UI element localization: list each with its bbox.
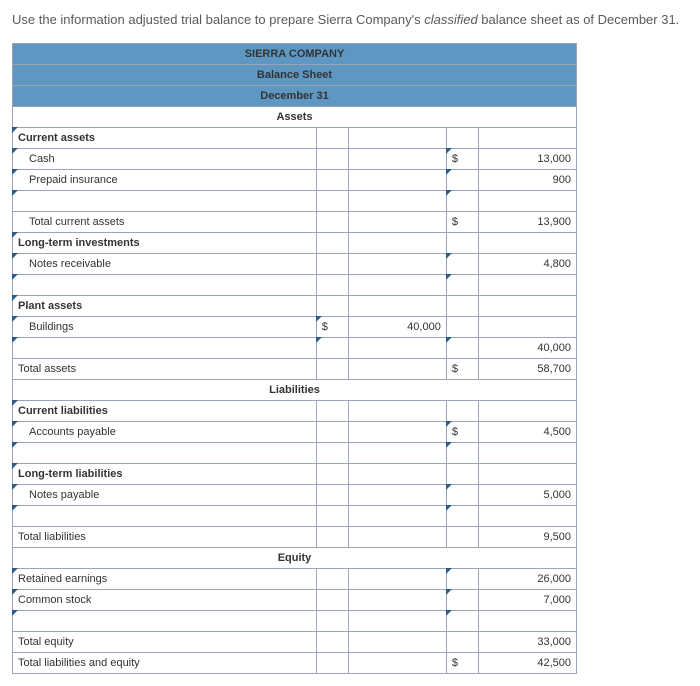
value-buildings-sub[interactable]: 40,000	[478, 338, 576, 359]
label-long-term-liabilities[interactable]: Long-term liabilities	[13, 464, 317, 485]
value-total-current-assets: 13,900	[478, 212, 576, 233]
header-date: December 31	[13, 86, 577, 107]
value-total-liab-equity: 42,500	[478, 653, 576, 674]
label-prepaid-insurance[interactable]: Prepaid insurance	[13, 170, 317, 191]
label-total-equity: Total equity	[13, 632, 317, 653]
label-notes-receivable[interactable]: Notes receivable	[13, 254, 317, 275]
value-cash[interactable]: 13,000	[478, 149, 576, 170]
header-title: Balance Sheet	[13, 65, 577, 86]
label-cash[interactable]: Cash	[13, 149, 317, 170]
label-retained-earnings[interactable]: Retained earnings	[13, 569, 317, 590]
label-plant-assets[interactable]: Plant assets	[13, 296, 317, 317]
value-accounts-payable[interactable]: 4,500	[478, 422, 576, 443]
row-blank-2[interactable]	[13, 275, 317, 296]
label-buildings[interactable]: Buildings	[13, 317, 317, 338]
section-equity: Equity	[13, 548, 577, 569]
value-total-assets: 58,700	[478, 359, 576, 380]
row-blank-6[interactable]	[13, 611, 317, 632]
sym-total-liab-equity: $	[446, 653, 478, 674]
label-total-assets: Total assets	[13, 359, 317, 380]
instruction-prefix: Use the information adjusted trial balan…	[12, 12, 424, 27]
section-liabilities: Liabilities	[13, 380, 577, 401]
sym-accounts-payable[interactable]: $	[446, 422, 478, 443]
sym-cash[interactable]: $	[446, 149, 478, 170]
label-long-term-investments[interactable]: Long-term investments	[13, 233, 317, 254]
value-notes-receivable[interactable]: 4,800	[478, 254, 576, 275]
instruction-text: Use the information adjusted trial balan…	[12, 12, 688, 27]
header-company: SIERRA COMPANY	[13, 44, 577, 65]
value-total-liabilities: 9,500	[478, 527, 576, 548]
row-blank-3[interactable]	[13, 338, 317, 359]
sym-prepaid[interactable]	[446, 170, 478, 191]
label-total-liab-equity: Total liabilities and equity	[13, 653, 317, 674]
label-current-assets[interactable]: Current assets	[13, 128, 317, 149]
sym-buildings[interactable]: $	[316, 317, 348, 338]
value-prepaid-insurance[interactable]: 900	[478, 170, 576, 191]
label-total-current-assets: Total current assets	[13, 212, 317, 233]
label-common-stock[interactable]: Common stock	[13, 590, 317, 611]
row-blank-4[interactable]	[13, 443, 317, 464]
label-total-liabilities: Total liabilities	[13, 527, 317, 548]
section-assets: Assets	[13, 107, 577, 128]
value-buildings-col1[interactable]: 40,000	[348, 317, 446, 338]
row-blank-5[interactable]	[13, 506, 317, 527]
instruction-emph: classified	[424, 12, 477, 27]
sym-total-current-assets: $	[446, 212, 478, 233]
label-accounts-payable[interactable]: Accounts payable	[13, 422, 317, 443]
label-notes-payable[interactable]: Notes payable	[13, 485, 317, 506]
balance-sheet-table: SIERRA COMPANY Balance Sheet December 31…	[12, 43, 577, 674]
value-notes-payable[interactable]: 5,000	[478, 485, 576, 506]
label-current-liabilities[interactable]: Current liabilities	[13, 401, 317, 422]
sym-total-assets: $	[446, 359, 478, 380]
value-total-equity: 33,000	[478, 632, 576, 653]
row-blank-1[interactable]	[13, 191, 317, 212]
value-common-stock[interactable]: 7,000	[478, 590, 576, 611]
instruction-suffix: balance sheet as of December 31.	[478, 12, 680, 27]
value-retained-earnings[interactable]: 26,000	[478, 569, 576, 590]
